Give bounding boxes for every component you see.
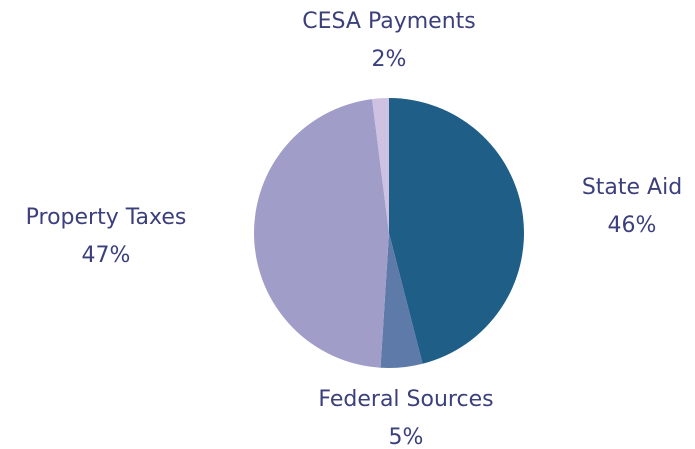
pie-slice bbox=[380, 233, 423, 368]
slice-label: Property Taxes bbox=[26, 205, 187, 230]
slice-value-label: 47% bbox=[82, 243, 131, 268]
slice-label: CESA Payments bbox=[302, 9, 475, 34]
slice-value-label: 5% bbox=[389, 425, 424, 449]
pie-slice bbox=[254, 99, 389, 368]
slice-label: State Aid bbox=[582, 175, 682, 200]
slice-label: Federal Sources bbox=[318, 387, 493, 412]
slice-value-label: 46% bbox=[608, 213, 657, 238]
slice-value-label: 2% bbox=[372, 47, 407, 72]
pie-slice bbox=[372, 98, 389, 233]
pie-slice bbox=[389, 98, 524, 364]
